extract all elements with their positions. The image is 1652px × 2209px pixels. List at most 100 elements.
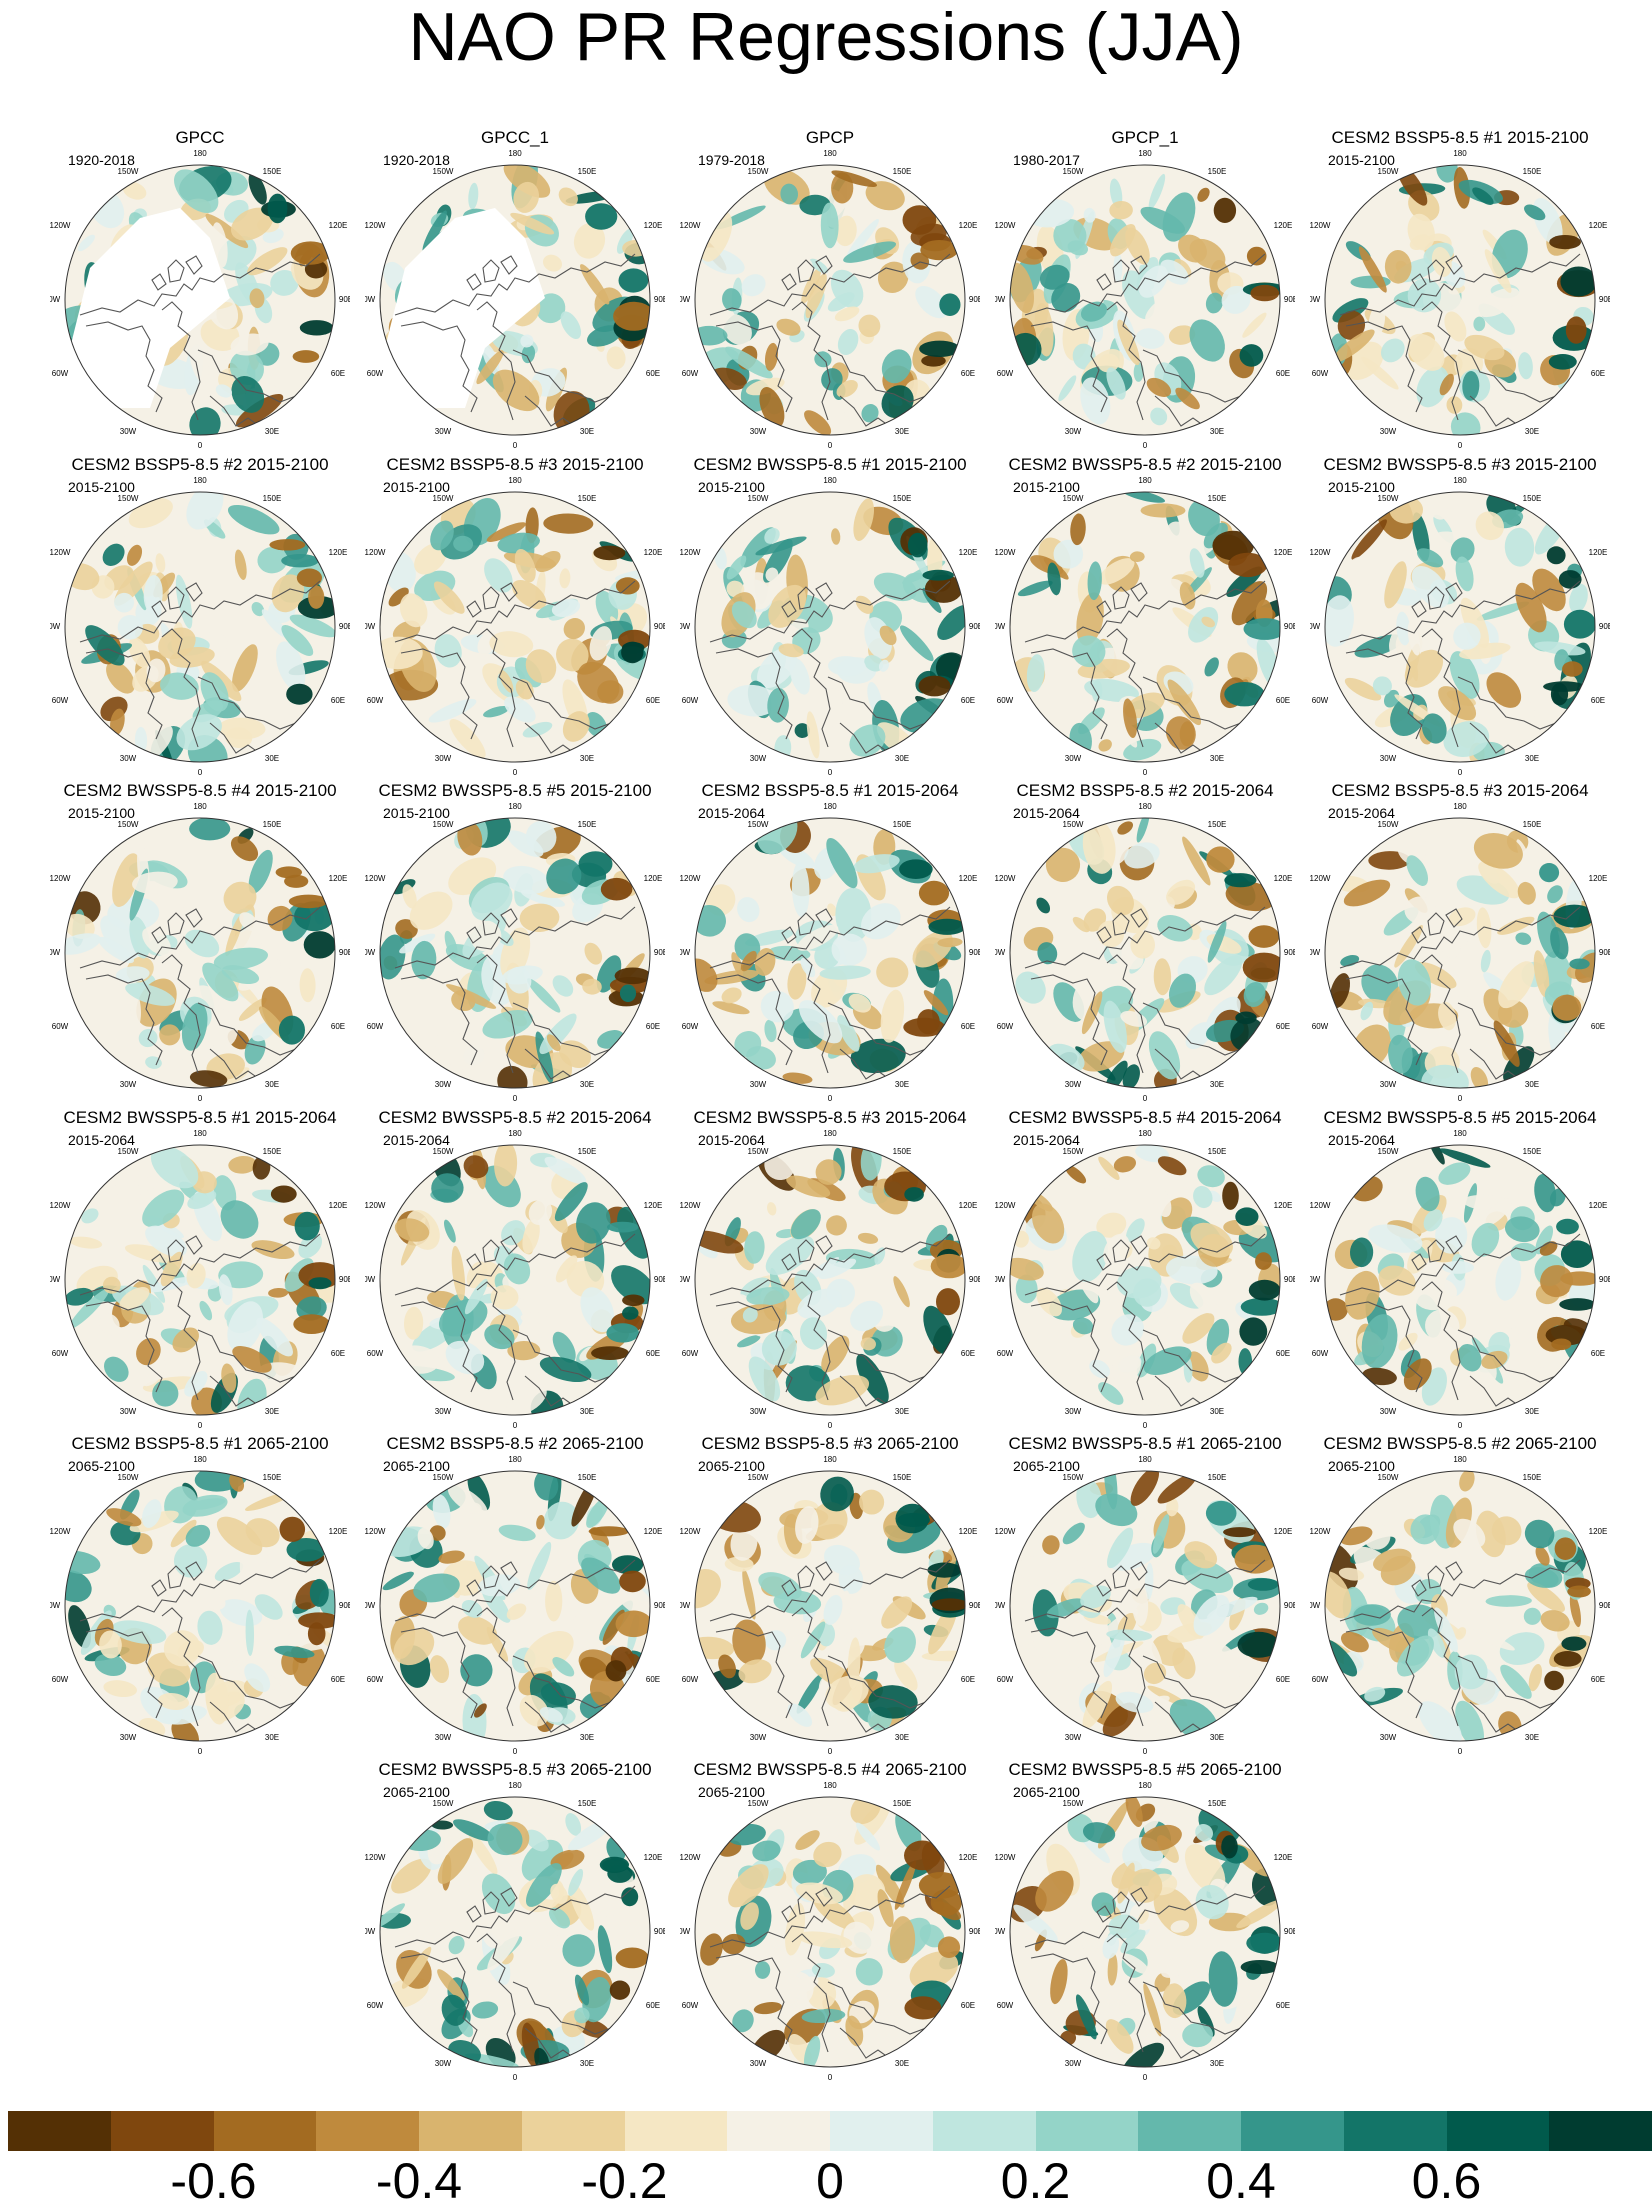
field-contour	[299, 320, 334, 336]
field-contour	[1039, 264, 1070, 290]
field-contour	[1109, 200, 1133, 220]
longitude-label: 120W	[680, 1853, 701, 1862]
longitude-label: 150E	[893, 167, 912, 176]
field-contour	[615, 1947, 649, 1969]
field-contour	[831, 528, 841, 545]
longitude-label: 60E	[961, 1675, 975, 1684]
field-contour	[924, 574, 963, 603]
map-panel: CESM2 BSSP5-8.5 #3 2015-2064 2015-2064 180…	[1310, 781, 1610, 1111]
field-contour	[308, 585, 325, 609]
field-contour	[1096, 1212, 1127, 1238]
coastline	[185, 255, 203, 275]
longitude-label: 0	[828, 1094, 833, 1103]
field-contour	[393, 1628, 435, 1666]
polar-map: 180150W150E120W120E90W90E60W60E30W30E0	[995, 1129, 1295, 1430]
field-contour	[764, 527, 780, 544]
field-contour	[1170, 1920, 1190, 1933]
field-contour	[469, 920, 502, 952]
field-contour	[828, 656, 866, 677]
field-contour	[1138, 1910, 1149, 1924]
coastline	[466, 273, 482, 291]
field-contour	[1026, 654, 1045, 693]
coastline	[1411, 1579, 1427, 1597]
coastline	[1421, 1607, 1461, 1727]
field-contour	[1524, 1519, 1555, 1549]
longitude-label: 0	[1143, 1747, 1148, 1756]
field-contour	[1224, 873, 1257, 888]
longitude-label: 90W	[995, 948, 1006, 957]
field-contour	[1179, 721, 1195, 747]
field-contour	[877, 261, 909, 293]
field-contour	[764, 1019, 777, 1043]
field-contour	[1549, 1188, 1566, 1207]
field-contour	[845, 2015, 864, 2047]
field-contour	[225, 913, 244, 957]
longitude-label: 90E	[1599, 295, 1610, 304]
map-panel: CESM2 BSSP5-8.5 #2 2015-2100 2015-2100 180…	[50, 455, 350, 785]
longitude-label: 60W	[52, 1349, 69, 1358]
field-contour	[174, 169, 219, 213]
longitude-label: 90E	[339, 1601, 350, 1610]
field-contour	[1413, 1278, 1457, 1311]
map-boundary	[694, 491, 966, 763]
field-contour	[142, 1499, 162, 1528]
field-contour	[1407, 333, 1445, 371]
longitude-label: 180	[823, 1781, 837, 1790]
field-contour	[820, 1476, 854, 1512]
longitude-label: 120W	[680, 1527, 701, 1536]
longitude-label: 60W	[997, 1022, 1014, 1031]
longitude-label: 90E	[1284, 1275, 1295, 1284]
field-contour	[1540, 1265, 1574, 1298]
longitude-label: 60W	[997, 2001, 1014, 2010]
longitude-label: 180	[193, 1455, 207, 1464]
field-contour	[559, 568, 571, 589]
field-contour	[613, 301, 650, 331]
field-contour	[411, 940, 437, 980]
panel-period: 2065-2100	[1013, 1458, 1080, 1474]
field-contour	[136, 1338, 161, 1366]
coastline	[1106, 1281, 1146, 1401]
field-contour	[507, 830, 544, 857]
coastline	[161, 628, 201, 748]
map-panel: CESM2 BWSSP5-8.5 #2 2015-2064 2015-2064 18…	[365, 1108, 665, 1438]
coastline	[1106, 628, 1146, 748]
field-contour	[1397, 959, 1432, 1006]
field-contour	[894, 1860, 917, 1910]
field-contour	[1108, 1914, 1140, 1939]
longitude-label: 60E	[1276, 1349, 1290, 1358]
longitude-label: 150W	[118, 820, 139, 829]
field-contour	[856, 1822, 880, 1851]
polar-map: 180150W150E120W120E90W90E60W60E30W30E0	[1310, 149, 1610, 450]
polar-map: 180150W150E120W120E90W90E60W60E30W30E0	[1310, 802, 1610, 1103]
longitude-label: 90E	[1284, 948, 1295, 957]
longitude-label: 0	[828, 768, 833, 777]
field-contour	[233, 927, 265, 951]
map-boundary	[1324, 817, 1596, 1089]
field-contour	[293, 1314, 330, 1334]
panel-title: GPCC	[175, 128, 225, 147]
longitude-label: 0	[198, 768, 203, 777]
field-contour	[1563, 609, 1595, 639]
colorbar-cell	[727, 2111, 831, 2151]
longitude-label: 120W	[365, 874, 386, 883]
field-contour	[695, 325, 728, 346]
field-contour	[189, 338, 210, 384]
longitude-label: 30E	[1525, 1407, 1539, 1416]
field-contour	[759, 387, 785, 428]
longitude-label: 120E	[1589, 874, 1608, 883]
field-contour	[1518, 352, 1533, 380]
field-contour	[619, 1570, 646, 1593]
field-contour	[835, 215, 857, 247]
field-contour	[140, 1357, 166, 1387]
field-contour	[115, 1178, 142, 1202]
coastline	[1445, 1561, 1463, 1581]
field-contour	[1049, 1289, 1101, 1321]
field-contour	[1398, 1332, 1418, 1351]
field-contour	[868, 1685, 918, 1719]
longitude-label: 150E	[1208, 494, 1227, 503]
field-contour	[1053, 539, 1084, 569]
longitude-label: 30W	[1380, 1080, 1397, 1089]
field-contour	[218, 1274, 233, 1306]
longitude-label: 30W	[1065, 754, 1082, 763]
longitude-label: 120E	[644, 1201, 663, 1210]
